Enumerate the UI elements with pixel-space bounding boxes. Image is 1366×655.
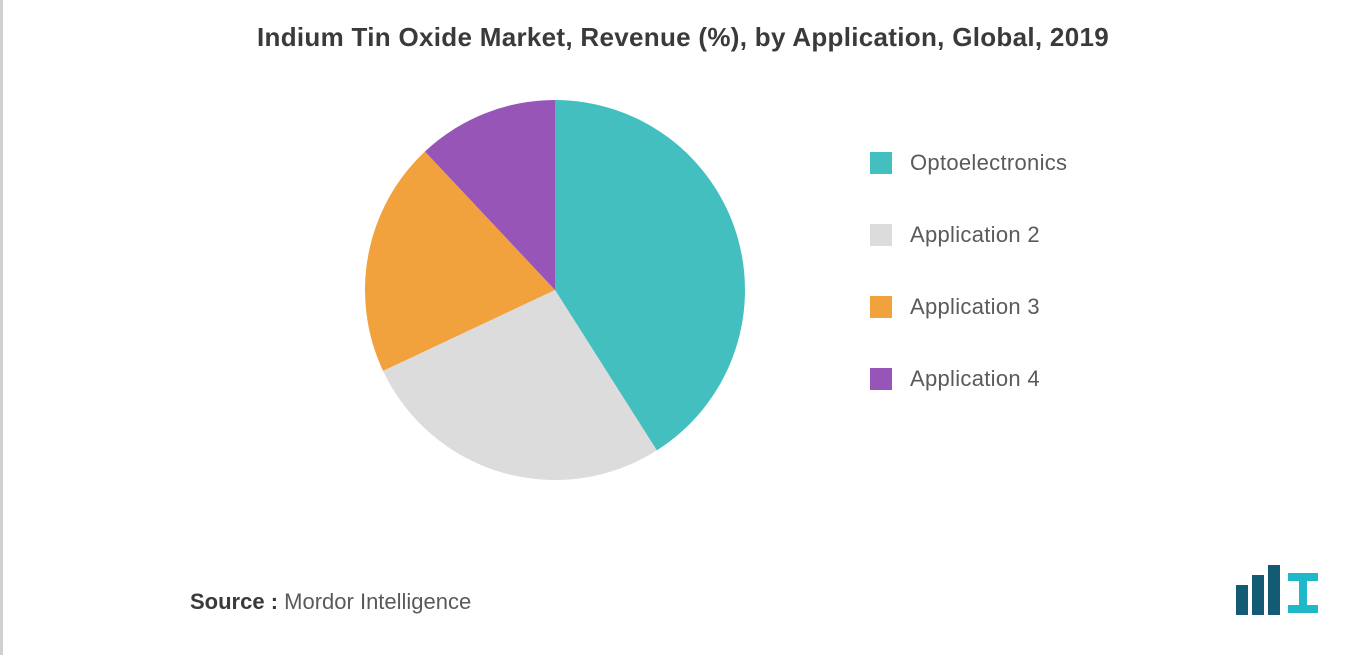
legend-swatch xyxy=(870,296,892,318)
legend: Optoelectronics Application 2 Application … xyxy=(870,150,1067,392)
chart-title: Indium Tin Oxide Market, Revenue (%), by… xyxy=(0,22,1366,53)
legend-swatch xyxy=(870,152,892,174)
legend-item-0: Optoelectronics xyxy=(870,150,1067,176)
pie-chart xyxy=(360,95,750,485)
legend-item-1: Application 2 xyxy=(870,222,1067,248)
source-attribution: Source : Mordor Intelligence xyxy=(190,589,471,615)
source-label: Source : xyxy=(190,589,278,614)
legend-label: Application 4 xyxy=(910,366,1040,392)
legend-label: Application 3 xyxy=(910,294,1040,320)
legend-item-3: Application 4 xyxy=(870,366,1067,392)
legend-item-2: Application 3 xyxy=(870,294,1067,320)
mordor-logo xyxy=(1236,565,1326,620)
legend-swatch xyxy=(870,224,892,246)
legend-label: Application 2 xyxy=(910,222,1040,248)
legend-label: Optoelectronics xyxy=(910,150,1067,176)
left-border xyxy=(0,0,3,655)
source-value: Mordor Intelligence xyxy=(284,589,471,614)
legend-swatch xyxy=(870,368,892,390)
